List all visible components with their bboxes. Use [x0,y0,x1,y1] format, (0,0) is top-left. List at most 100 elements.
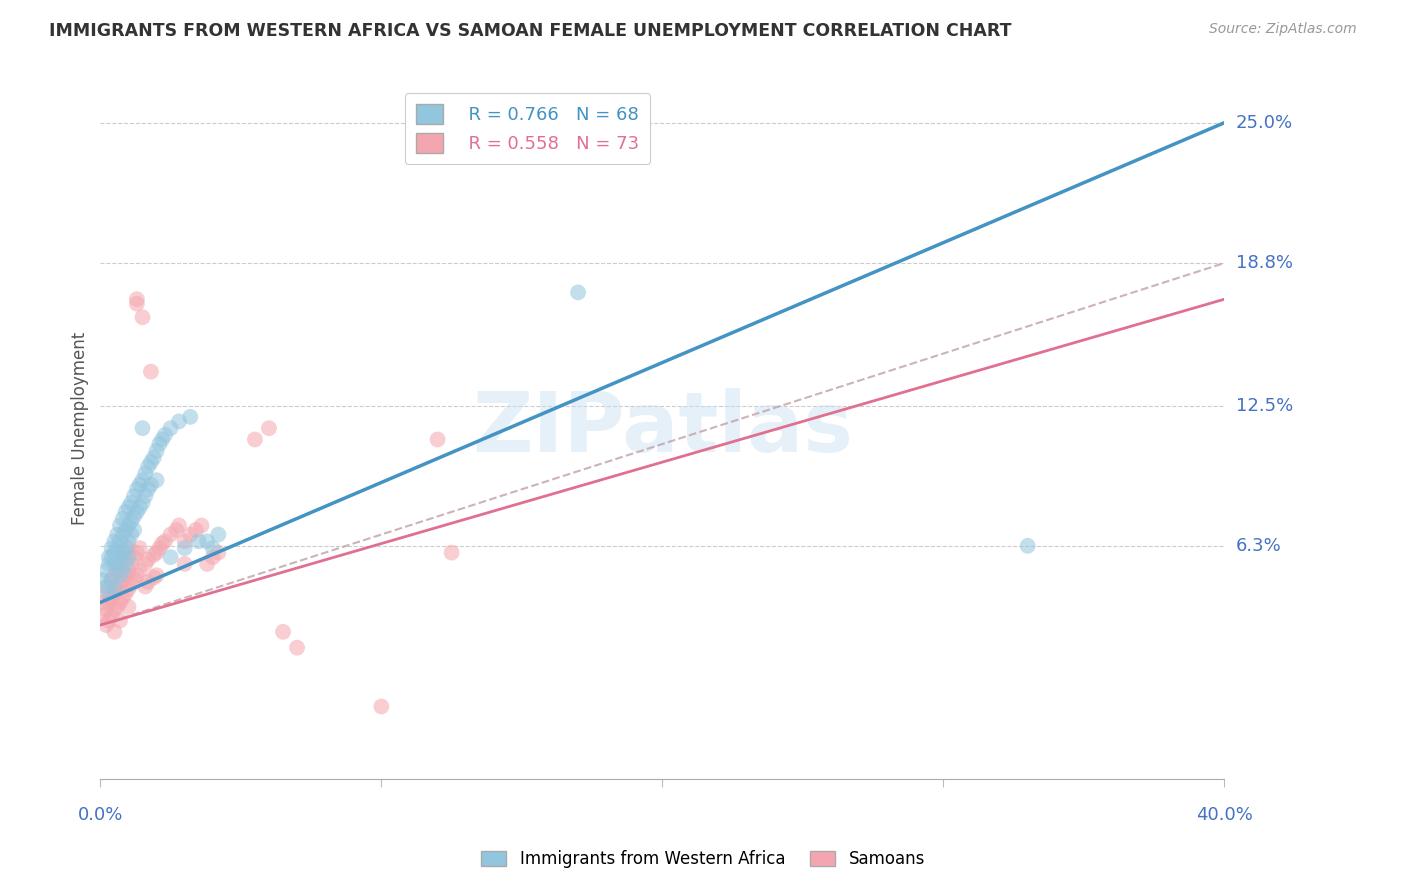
Point [105,527,128,541]
Point [1017,539,1039,553]
Point [125,292,148,306]
Point [111,591,134,605]
Point [165,523,187,537]
Point [159,550,181,565]
Point [105,564,128,578]
Text: ZIPatlas: ZIPatlas [472,388,853,468]
Point [117,564,139,578]
Point [105,541,128,555]
Point [117,518,139,533]
Point [243,433,266,447]
Point [97,550,120,565]
Point [94,602,117,616]
Point [148,437,170,451]
Point [103,568,125,582]
Point [114,568,136,582]
Point [94,580,117,594]
Point [139,455,162,469]
Point [131,473,153,487]
Point [173,534,195,549]
Point [111,527,134,541]
Point [207,546,229,560]
Y-axis label: Female Unemployment: Female Unemployment [72,332,89,524]
Point [103,580,125,594]
Point [440,546,463,560]
Point [167,518,190,533]
Point [111,550,134,565]
Point [97,586,120,600]
Point [100,573,122,587]
Point [145,443,167,458]
Text: 40.0%: 40.0% [1197,806,1253,824]
Point [122,550,145,565]
Point [150,536,173,550]
Point [285,640,308,655]
Point [103,602,125,616]
Point [103,586,125,600]
Point [100,591,122,605]
Point [105,582,128,596]
Point [128,541,150,555]
Point [94,618,117,632]
Point [136,552,159,566]
Point [117,541,139,555]
Point [100,550,122,565]
Point [122,523,145,537]
Point [184,523,207,537]
Text: 12.5%: 12.5% [1236,397,1294,415]
Text: 18.8%: 18.8% [1236,254,1292,272]
Point [103,546,125,560]
Point [136,482,159,496]
Point [150,433,173,447]
Point [122,573,145,587]
Point [128,477,150,491]
Point [120,496,142,510]
Point [97,595,120,609]
Point [103,624,125,639]
Point [94,564,117,578]
Text: 6.3%: 6.3% [1236,537,1281,555]
Point [120,577,142,591]
Point [179,409,201,424]
Point [114,557,136,571]
Point [201,550,224,565]
Point [91,573,114,587]
Point [105,599,128,614]
Point [136,575,159,590]
Point [108,614,131,628]
Point [167,414,190,428]
Legend:   R = 0.766   N = 68,   R = 0.558   N = 73: R = 0.766 N = 68, R = 0.558 N = 73 [405,94,650,164]
Point [108,568,131,582]
Point [145,546,167,560]
Point [190,518,212,533]
Point [128,500,150,515]
Point [195,534,218,549]
Point [111,573,134,587]
Point [370,699,392,714]
Point [125,505,148,519]
Point [125,546,148,560]
Point [142,450,165,465]
Point [114,546,136,560]
Point [120,527,142,541]
Point [257,421,280,435]
Point [207,527,229,541]
Point [179,527,201,541]
Point [120,514,142,528]
Point [108,518,131,533]
Legend: Immigrants from Western Africa, Samoans: Immigrants from Western Africa, Samoans [475,844,931,875]
Point [134,580,156,594]
Point [111,564,134,578]
Point [131,496,153,510]
Point [195,557,218,571]
Text: 0.0%: 0.0% [77,806,124,824]
Point [108,595,131,609]
Point [108,534,131,549]
Point [134,489,156,503]
Point [173,541,195,555]
Point [145,473,167,487]
Point [134,557,156,571]
Point [159,421,181,435]
Point [103,557,125,571]
Point [128,564,150,578]
